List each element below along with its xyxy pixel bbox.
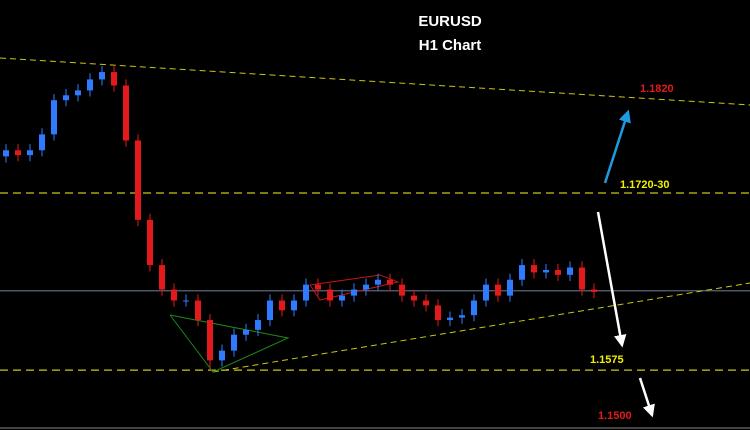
candle-body xyxy=(471,300,477,316)
arrow-down xyxy=(638,377,655,418)
chart-subtitle: H1 Chart xyxy=(419,37,482,54)
candle-body xyxy=(123,85,129,141)
candle-body xyxy=(339,295,345,301)
candle-body xyxy=(363,284,369,290)
candle-body xyxy=(63,95,69,101)
candle-body xyxy=(447,317,453,321)
price-annotation: 1.1500 xyxy=(598,410,632,422)
candle-body xyxy=(111,72,117,86)
candle-body xyxy=(51,100,57,135)
candle-body xyxy=(39,134,45,151)
candle-body xyxy=(399,284,405,296)
candle-body xyxy=(99,72,105,80)
candle-body xyxy=(411,295,417,301)
candle-body xyxy=(279,300,285,311)
candle-body xyxy=(171,289,177,301)
candle-body xyxy=(423,300,429,306)
candle-body xyxy=(351,289,357,296)
candle-body xyxy=(159,265,165,290)
candle-body xyxy=(315,284,321,290)
candle-body xyxy=(435,305,441,321)
candle-body xyxy=(483,284,489,301)
candle-body xyxy=(3,150,9,157)
candle-body xyxy=(567,267,573,275)
candles xyxy=(3,65,597,371)
resistance-trendline xyxy=(0,57,750,106)
price-annotation: 1.1720-30 xyxy=(620,179,670,191)
candle-body xyxy=(495,284,501,296)
candle-body xyxy=(87,79,93,91)
candle-body xyxy=(531,265,537,273)
candle-body xyxy=(135,140,141,220)
candle-body xyxy=(507,279,513,296)
candle-body xyxy=(195,300,201,321)
candle-body xyxy=(147,219,153,266)
candle-body xyxy=(231,334,237,351)
pattern-box xyxy=(309,274,400,301)
candle-body xyxy=(327,289,333,301)
candle-body xyxy=(591,289,597,292)
candle-body xyxy=(291,300,297,311)
arrow-up xyxy=(603,109,631,184)
candle-body xyxy=(183,300,189,302)
arrow-down xyxy=(596,211,627,348)
candle-body xyxy=(75,90,81,96)
candle-body xyxy=(243,329,249,335)
candle-body xyxy=(27,150,33,156)
levels xyxy=(0,192,750,371)
price-annotation: 1.1575 xyxy=(590,354,624,366)
candle-body xyxy=(519,265,525,280)
support-trendline xyxy=(212,282,750,373)
candle-body xyxy=(207,320,213,361)
candle-body xyxy=(303,284,309,301)
candle-body xyxy=(15,150,21,156)
candle-body xyxy=(219,350,225,361)
chart-title: EURUSD xyxy=(418,13,482,30)
candle-body xyxy=(579,267,585,290)
price-annotation: 1.1820 xyxy=(640,83,674,95)
candle-body xyxy=(543,269,549,273)
candle-body xyxy=(387,279,393,285)
candle-body xyxy=(459,315,465,318)
candle-body xyxy=(375,279,381,285)
candle-body xyxy=(267,300,273,321)
pattern-lines xyxy=(169,314,290,373)
candle-body xyxy=(255,320,261,330)
candle-body xyxy=(555,269,561,275)
